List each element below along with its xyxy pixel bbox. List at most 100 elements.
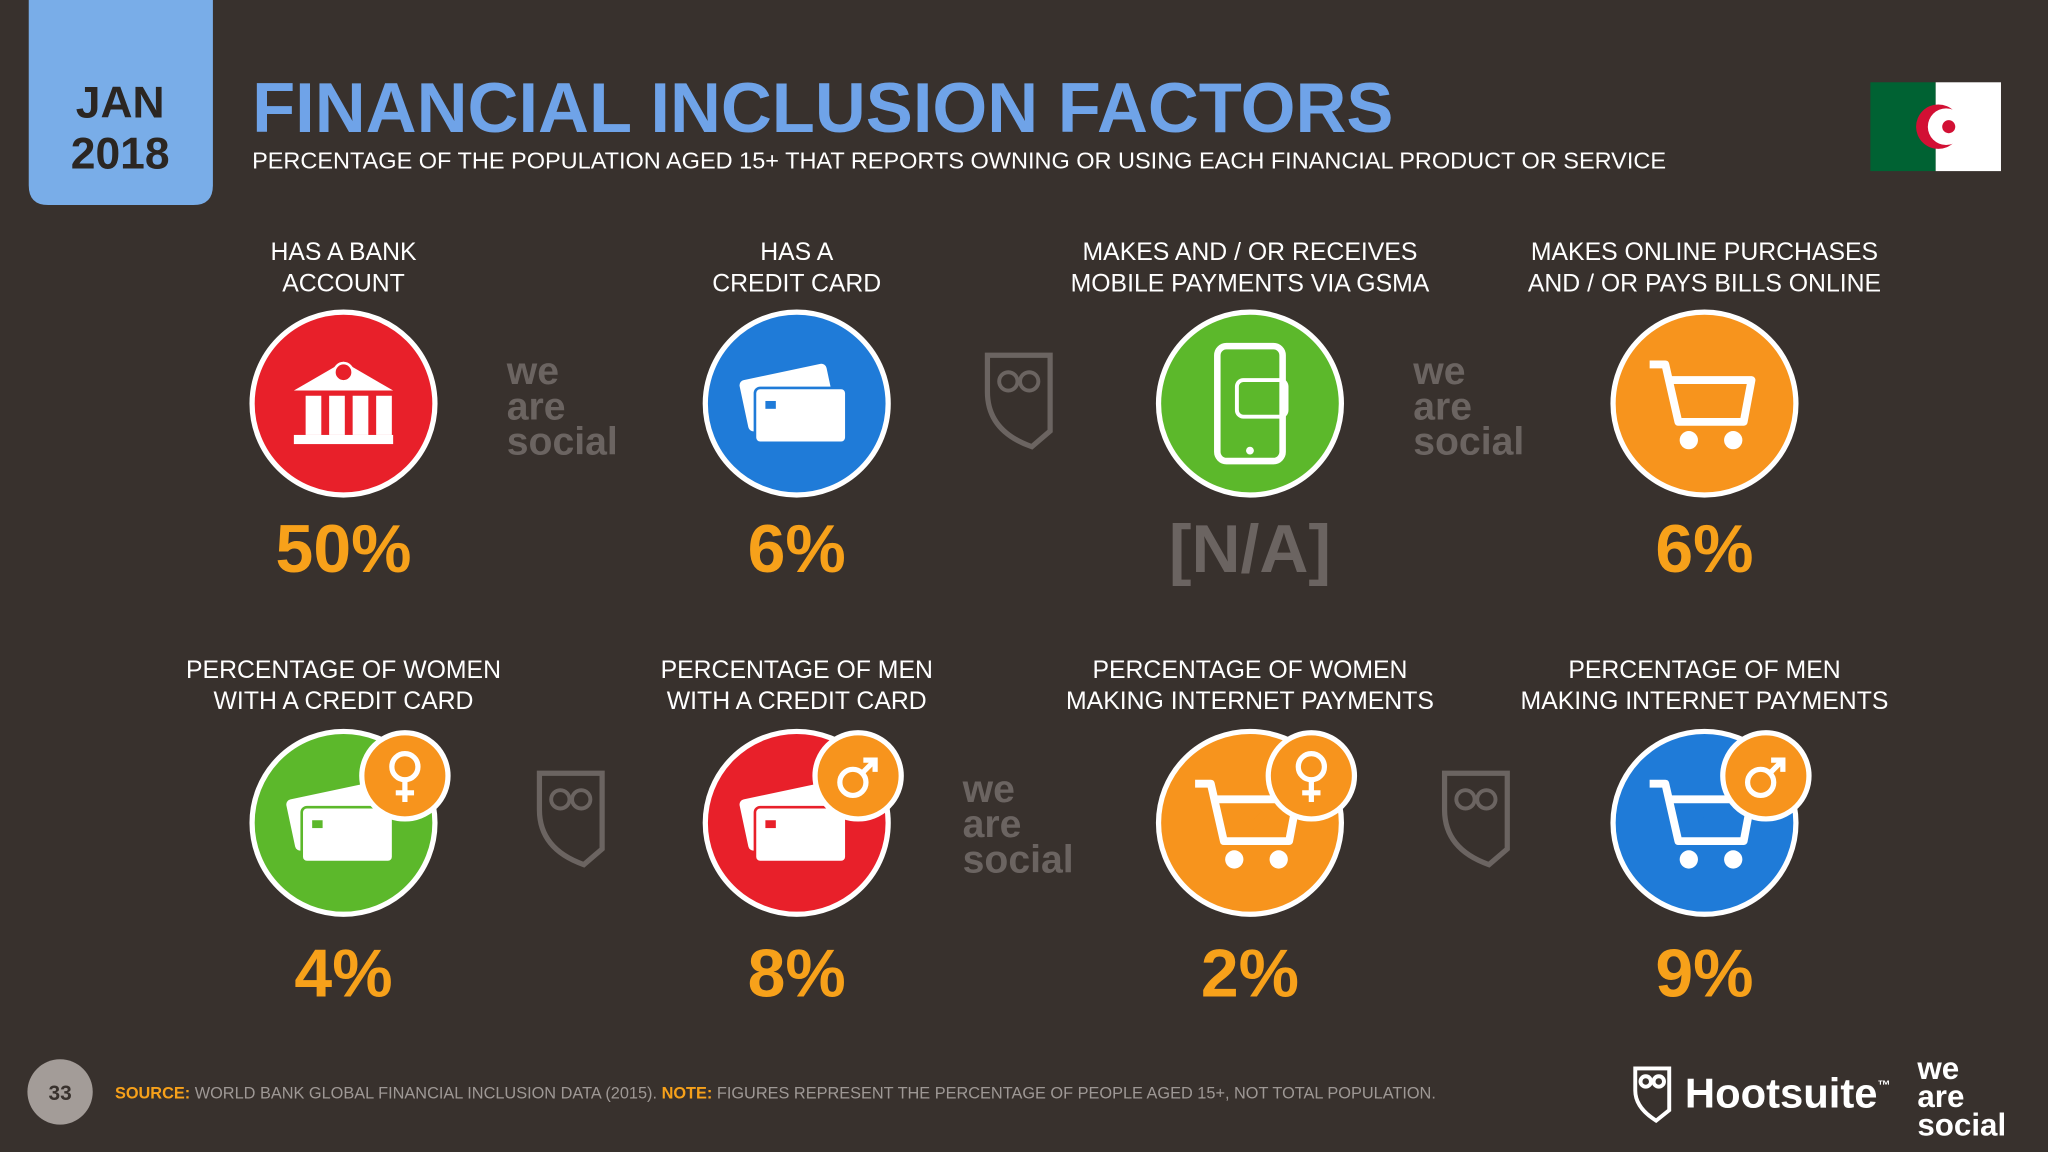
date-year: 2018 [71, 129, 170, 178]
gender-symbol [1302, 779, 1321, 802]
icon-shape [352, 395, 369, 435]
icon-shape [300, 805, 395, 864]
watermark: social [507, 421, 618, 464]
gender-badge [1720, 730, 1812, 822]
item-label: AND / OR PAYS BILLS ONLINE [1528, 270, 1881, 297]
icon-shape [305, 395, 322, 435]
item-value: 9% [1655, 937, 1753, 1012]
watermark: are [1413, 385, 1472, 428]
icon [1214, 342, 1289, 465]
watermark: social [1413, 421, 1524, 464]
watermark: we [962, 768, 1015, 811]
icon-shape [1269, 850, 1288, 869]
icon-shape [1724, 850, 1743, 869]
item-label: PERCENTAGE OF WOMEN [186, 657, 501, 684]
icon-shape [329, 395, 345, 435]
icon-shape [293, 434, 394, 445]
brand-mark: ™ [1878, 1077, 1891, 1092]
icon-shape [1694, 385, 1728, 411]
icon-shape [1239, 804, 1274, 831]
icon [286, 783, 395, 864]
icon-shape [1679, 431, 1698, 450]
icon-shape [1234, 378, 1289, 419]
item-label: MOBILE PAYMENTS VIA GSMA [1071, 270, 1430, 297]
item-label: ACCOUNT [282, 270, 405, 297]
watermark: social [963, 838, 1074, 881]
item-label: CREDIT CARD [712, 270, 881, 297]
page-badge [27, 1059, 93, 1125]
watermark: are [507, 385, 566, 428]
icon [1649, 360, 1756, 450]
item-value: 6% [748, 512, 846, 587]
icon-shape [312, 820, 323, 829]
title: FINANCIAL INCLUSION FACTORS [252, 68, 1393, 147]
page-number: 33 [48, 1082, 71, 1105]
subtitle: PERCENTAGE OF THE POPULATION AGED 15+ TH… [252, 147, 1666, 173]
watermark: we [1412, 350, 1465, 393]
watermark: we [506, 350, 559, 393]
gender-badge [1265, 730, 1358, 822]
brand-name: Hootsuite [1685, 1070, 1878, 1117]
item-label: HAS A [760, 239, 834, 266]
gender-badge [812, 730, 904, 822]
gender-symbol [395, 779, 415, 802]
icon [293, 361, 394, 445]
owl-watermark [997, 370, 1020, 393]
owl-watermark [570, 788, 593, 811]
item-label: HAS A BANK [270, 239, 417, 266]
icon-shape [753, 805, 848, 864]
icon-shape [765, 400, 776, 409]
item-value: 4% [294, 937, 392, 1012]
icon-shape [753, 386, 848, 445]
item-label: PERCENTAGE OF MEN [661, 657, 933, 684]
owl-watermark [1475, 788, 1498, 811]
icon-shape [1679, 850, 1698, 869]
item-label: WITH A CREDIT CARD [214, 688, 474, 715]
watermark: we [1916, 1051, 1959, 1086]
icon [739, 363, 848, 445]
item-label: WITH A CREDIT CARD [667, 688, 927, 715]
item-label: MAKING INTERNET PAYMENTS [1066, 688, 1434, 715]
owl-watermark [984, 352, 1053, 450]
icon-circle [1155, 309, 1344, 498]
gender-badge [359, 730, 451, 822]
owl-watermark [549, 788, 572, 811]
owl-watermark [536, 770, 605, 868]
item-value: 50% [276, 512, 412, 587]
gender-symbol [1744, 766, 1777, 799]
owl-watermark [1454, 788, 1477, 811]
icon-shape [333, 361, 354, 383]
brand: Hootsuite™ [1685, 1070, 1891, 1117]
flag [1870, 82, 2001, 172]
icon-shape [1214, 342, 1286, 465]
icon-shape [765, 820, 776, 829]
item-value: [N/A] [1169, 512, 1331, 587]
source-line: SOURCE: WORLD BANK GLOBAL FINANCIAL INCL… [115, 1084, 1436, 1102]
date-month: JAN [76, 79, 165, 128]
icon [739, 783, 848, 864]
note: FIGURES REPRESENT THE PERCENTAGE OF PEOP… [717, 1084, 1436, 1102]
item-label: MAKING INTERNET PAYMENTS [1521, 688, 1889, 715]
icon-shape [1225, 850, 1244, 869]
source-label: SOURCE: [115, 1084, 190, 1102]
icon-shape [1724, 431, 1743, 450]
watermark: are [1917, 1079, 1964, 1114]
icon-shape [1649, 360, 1756, 426]
hootsuite-owl [1633, 1066, 1672, 1124]
gender-symbol [837, 766, 869, 799]
date-box [28, 0, 213, 206]
owl-watermark [1441, 770, 1510, 868]
item-label: PERCENTAGE OF MEN [1568, 657, 1840, 684]
gender-symbol [861, 757, 878, 774]
item-label: MAKES AND / OR RECEIVES [1083, 239, 1418, 266]
item-label: MAKES ONLINE PURCHASES [1531, 239, 1878, 266]
item-value: 8% [748, 937, 846, 1012]
note-label: NOTE: [662, 1084, 713, 1102]
icon-shape [1246, 446, 1254, 455]
item-label: PERCENTAGE OF WOMEN [1092, 657, 1407, 684]
item-value: 6% [1655, 512, 1753, 587]
owl-watermark [1018, 370, 1041, 393]
gender-symbol [1769, 757, 1786, 774]
